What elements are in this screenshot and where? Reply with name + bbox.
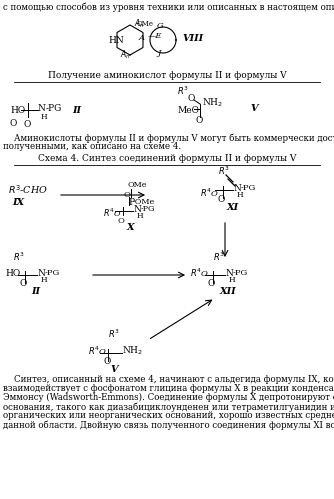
Text: O: O: [20, 279, 27, 288]
Text: II: II: [31, 287, 40, 296]
Text: O: O: [187, 93, 194, 102]
Text: $A_n$: $A_n$: [120, 49, 131, 61]
Text: Схема 4. Синтез соединений формулы II и формулы V: Схема 4. Синтез соединений формулы II и …: [38, 154, 296, 163]
Text: HN: HN: [108, 35, 124, 44]
Text: O: O: [23, 119, 30, 129]
Text: $A_n$: $A_n$: [134, 18, 145, 30]
Text: N: N: [225, 268, 233, 277]
Text: XI: XI: [227, 203, 239, 212]
Text: P: P: [128, 198, 134, 207]
Text: NH$_2$: NH$_2$: [122, 345, 143, 357]
Text: O: O: [208, 279, 215, 288]
Text: V: V: [250, 103, 258, 112]
Text: A: A: [139, 34, 145, 42]
Text: O: O: [10, 118, 17, 128]
Text: -PG: -PG: [241, 184, 256, 192]
Text: полученными, как описано на схеме 4.: полученными, как описано на схеме 4.: [3, 142, 181, 151]
Text: N: N: [133, 205, 141, 214]
Text: N: N: [233, 184, 241, 193]
Text: XII: XII: [220, 287, 236, 296]
Text: H: H: [41, 276, 48, 284]
Text: -OMe: -OMe: [133, 198, 155, 206]
Text: Эммонсу (Wadsworth-Emmons). Соединение формулы X депротонируют с помощью: Эммонсу (Wadsworth-Emmons). Соединение ф…: [3, 393, 334, 402]
Text: H: H: [229, 276, 235, 284]
Text: O: O: [218, 195, 225, 204]
Text: O: O: [118, 217, 125, 225]
Text: $R^3$-CHO: $R^3$-CHO: [8, 184, 48, 196]
Text: HO: HO: [5, 268, 20, 277]
Text: Синтез, описанный на схеме 4, начинают с альдегида формулы IX, который: Синтез, описанный на схеме 4, начинают с…: [3, 375, 334, 384]
Text: O: O: [123, 191, 130, 199]
Text: —E: —E: [148, 32, 163, 40]
Text: $R^3$: $R^3$: [13, 251, 25, 263]
Text: V: V: [110, 365, 118, 375]
Text: $R^4$O: $R^4$O: [103, 207, 122, 219]
Text: MeO: MeO: [177, 105, 199, 114]
Text: NH$_2$: NH$_2$: [202, 97, 223, 109]
Text: органических или неорганических оснований, хорошо известных среднему специалисту: органических или неорганических основани…: [3, 411, 334, 420]
Text: VIII: VIII: [182, 33, 203, 42]
Text: H: H: [237, 191, 243, 199]
Text: X: X: [127, 223, 135, 232]
Text: $R^3$: $R^3$: [213, 251, 225, 263]
Text: данной области. Двойную связь полученного соединения формулы XI восстанавливают,: данной области. Двойную связь полученног…: [3, 420, 334, 430]
Text: J: J: [157, 49, 160, 57]
Text: O: O: [195, 115, 202, 124]
Text: N: N: [38, 103, 46, 112]
Text: Получение аминокислот формулы II и формулы V: Получение аминокислот формулы II и форму…: [48, 71, 286, 80]
Text: II: II: [72, 105, 81, 114]
Text: взаимодействует с фосфонатом глицина формулы X в реакции конденсации по Вадцсвор: взаимодействует с фосфонатом глицина фор…: [3, 384, 334, 393]
Text: $R^3$: $R^3$: [177, 85, 189, 97]
Text: H: H: [137, 212, 144, 220]
Text: основания, такого как диазабициклоунденен или тетраметилгуанидин или других: основания, такого как диазабициклоундене…: [3, 402, 334, 412]
Text: Аминокислоты формулы II и формулы V могут быть коммерчески доступными или: Аминокислоты формулы II и формулы V могу…: [3, 133, 334, 143]
Text: $R^4$O: $R^4$O: [88, 345, 107, 357]
Text: $R^4$O: $R^4$O: [200, 187, 219, 199]
Text: H: H: [41, 113, 48, 121]
Text: OMe: OMe: [137, 20, 154, 28]
Text: $R^4$O: $R^4$O: [190, 267, 209, 279]
Text: N: N: [37, 268, 45, 277]
Text: -PG: -PG: [45, 269, 60, 277]
Text: $R^3$: $R^3$: [218, 165, 230, 177]
Text: -PG: -PG: [233, 269, 248, 277]
Text: HO: HO: [10, 105, 25, 114]
Text: OMe: OMe: [127, 181, 147, 189]
Text: G: G: [157, 22, 164, 30]
Text: -PG: -PG: [46, 103, 62, 112]
Text: O: O: [103, 357, 110, 366]
Text: IX: IX: [12, 198, 24, 207]
Text: с помощью способов из уровня техники или описанных в настоящем описании.: с помощью способов из уровня техники или…: [3, 2, 334, 11]
Text: $R^3$: $R^3$: [108, 328, 120, 340]
Text: -PG: -PG: [141, 205, 156, 213]
